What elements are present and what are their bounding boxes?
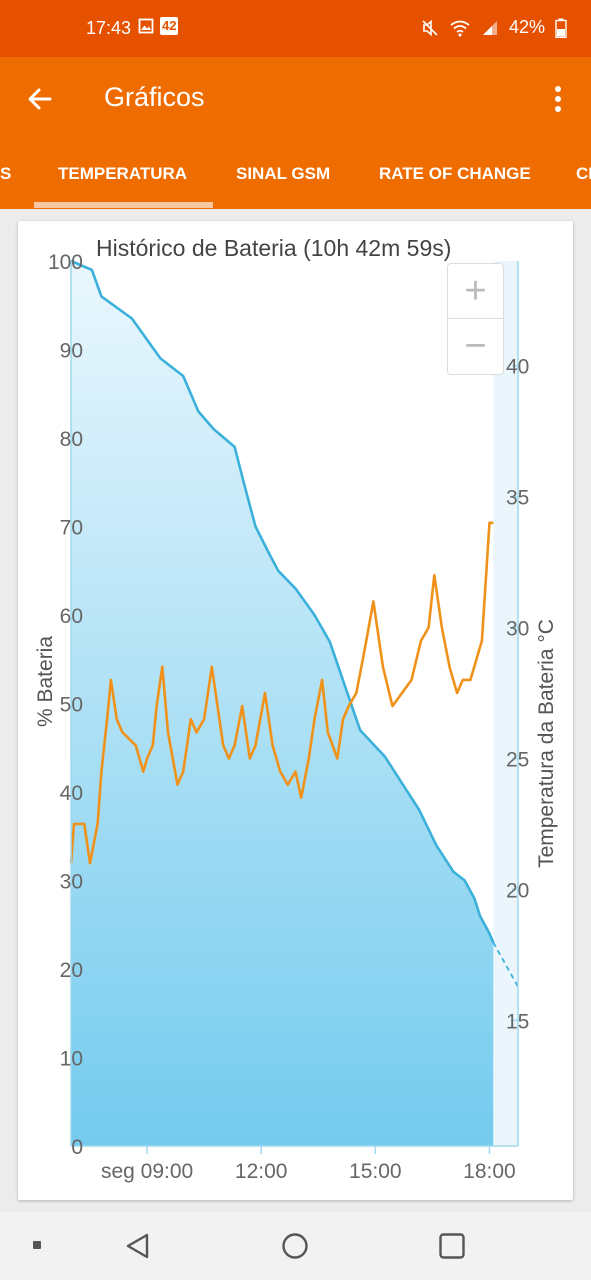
more-options-icon[interactable]: [543, 81, 573, 117]
y-right-tick-label: 40: [506, 356, 529, 379]
battery-percentage: 42%: [508, 17, 545, 37]
zoom-out-button[interactable]: −: [464, 325, 487, 367]
x-tick-label: 12:00: [235, 1160, 288, 1183]
tab-selected-indicator: [34, 202, 213, 208]
tab-sinal-gsm[interactable]: SINAL GSM: [236, 164, 331, 183]
y-right-axis-title: Temperatura da Bateria °C: [535, 619, 558, 868]
recent-dot-icon[interactable]: [22, 1230, 54, 1262]
signal-icon: [482, 20, 497, 35]
y-left-tick-label: 70: [60, 517, 83, 540]
y-left-tick-label: 90: [60, 340, 83, 363]
tab-bar: S TEMPERATURA SINAL GSM RATE OF CHANGE C…: [0, 139, 591, 209]
navigation-bar: [0, 1212, 591, 1280]
projection-area: [493, 261, 518, 1146]
battery-icon: [555, 18, 567, 38]
home-nav-icon[interactable]: [279, 1230, 311, 1262]
status-time: 17:43: [86, 18, 132, 38]
zoom-control: + −: [447, 263, 504, 375]
y-left-tick-label: 100: [48, 251, 83, 274]
y-left-tick-label: 40: [60, 782, 83, 805]
chart-card: 0 10 20 30 40 50 60 70 80 90 100 15 20 25 30 35 40 seg 09…: [18, 221, 573, 1200]
y-left-tick-label: 50: [60, 694, 83, 717]
y-right-tick-label: 35: [506, 487, 529, 510]
y-left-tick-label: 80: [60, 428, 83, 451]
gallery-icon: [138, 18, 154, 34]
wifi-icon: [450, 20, 470, 36]
tab-temperatura[interactable]: TEMPERATURA: [58, 164, 188, 183]
mute-icon: [422, 19, 438, 36]
y-right-tick-label: 30: [506, 618, 529, 641]
y-right-tick-label: 20: [506, 879, 529, 902]
y-left-tick-label: 60: [60, 605, 83, 628]
status-bar: 17:43 42 42%: [0, 0, 591, 57]
y-left-tick-label: 20: [60, 959, 83, 982]
temperature-line: [69, 521, 494, 865]
tab-partial-left[interactable]: S: [0, 164, 12, 183]
notification-badge: 42: [160, 17, 179, 35]
overview-nav-icon[interactable]: [436, 1230, 468, 1262]
back-arrow-icon[interactable]: [22, 81, 58, 117]
chart-title: Histórico de Bateria (10h 42m 59s): [96, 235, 452, 261]
y-left-axis-title: % Bateria: [34, 636, 57, 727]
y-left-tick-label: 30: [60, 871, 83, 894]
tab-rate-of-change[interactable]: RATE OF CHANGE: [379, 164, 531, 183]
x-tick-label: 15:00: [349, 1160, 402, 1183]
x-tick-label: seg 09:00: [101, 1160, 193, 1183]
y-left-tick-label: 10: [60, 1048, 83, 1071]
x-tick-label: 18:00: [463, 1160, 516, 1183]
tab-partial-right[interactable]: CI: [576, 164, 591, 183]
back-nav-icon[interactable]: [122, 1230, 154, 1262]
app-bar: Gráficos: [0, 57, 591, 139]
y-right-tick-label: 15: [506, 1010, 529, 1033]
battery-line: [70, 259, 495, 944]
y-right-tick-label: 25: [506, 748, 529, 771]
zoom-in-button[interactable]: +: [448, 264, 503, 319]
y-left-tick-label: 0: [71, 1136, 83, 1159]
battery-area-fill: [71, 261, 494, 1146]
battery-history-chart[interactable]: 0 10 20 30 40 50 60 70 80 90 100 15 20 25 30 35 40 seg 09…: [18, 221, 573, 1200]
page-title: Gráficos: [104, 82, 205, 112]
